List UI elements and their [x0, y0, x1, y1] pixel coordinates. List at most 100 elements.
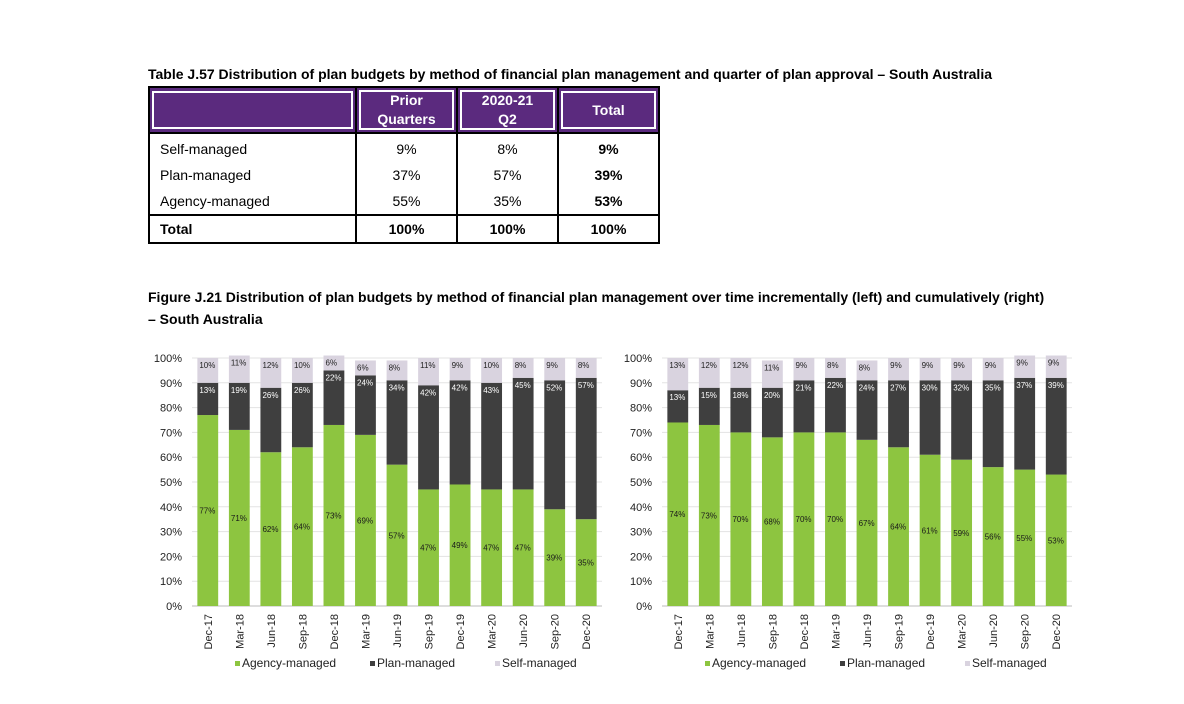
cumulative-data-label: 32%: [953, 383, 969, 392]
cell-q2: 57%: [456, 162, 559, 188]
incremental-bar-agency-managed: [355, 434, 376, 606]
cumulative-xtick-label: Jun-19: [862, 614, 874, 648]
incremental-data-label: 35%: [578, 559, 594, 568]
cumulative-chart: 0% 10% 20% 30% 40% 50% 60% 70% 80% 90% 100% 74% 13% 1…: [624, 353, 1072, 670]
cell-q2: 35%: [456, 188, 559, 215]
cumulative-data-label: 35%: [985, 383, 1001, 392]
incremental-xtick-label: Jun-18: [266, 614, 278, 648]
cumulative-data-label: 9%: [1016, 359, 1028, 368]
cumulative-data-label: 22%: [827, 381, 843, 390]
incremental-data-label: 10%: [294, 361, 310, 370]
incremental-bar-agency-managed: [481, 489, 503, 606]
incremental-xtick-label: Dec-20: [581, 614, 593, 649]
cell-total: 39%: [557, 162, 660, 188]
incremental-bar-self-managed: [197, 358, 219, 383]
incremental-data-label: 69%: [357, 516, 373, 525]
incremental-data-label: 77%: [199, 507, 215, 516]
incremental-data-label: 34%: [389, 383, 405, 392]
table-title: Table J.57 Distribution of plan budgets …: [148, 66, 992, 82]
cumulative-ytick-label: 100%: [624, 353, 652, 365]
table-row: Self-managed 9% 8% 9%: [148, 133, 660, 162]
incremental-xtick-label: Jun-20: [518, 614, 530, 648]
cumulative-legend-swatch: [965, 661, 970, 666]
cumulative-ytick-label: 80%: [630, 403, 652, 415]
incremental-bar-self-managed: [544, 358, 566, 381]
cumulative-xtick-label: Sep-19: [894, 614, 906, 649]
cumulative-bar-plan-managed: [856, 380, 878, 440]
cumulative-data-label: 55%: [1016, 534, 1032, 543]
cumulative-data-label: 59%: [953, 529, 969, 538]
cumulative-data-label: 13%: [669, 361, 685, 370]
incremental-xtick-label: Sep-20: [550, 614, 562, 649]
incremental-data-label: 19%: [231, 386, 247, 395]
header-prior-line2: Quarters: [377, 111, 436, 127]
cell-total: 9%: [557, 133, 660, 162]
incremental-bar-self-managed: [291, 358, 313, 383]
incremental-data-label: 6%: [326, 359, 338, 368]
incremental-bar-plan-managed: [228, 382, 250, 430]
cumulative-xtick-label: Sep-20: [1020, 614, 1032, 649]
cumulative-bar-self-managed: [667, 358, 689, 391]
incremental-bar-plan-managed: [481, 382, 503, 490]
incremental-data-label: 8%: [389, 363, 401, 372]
incremental-data-label: 11%: [420, 361, 435, 370]
cumulative-legend-swatch: [840, 661, 845, 666]
incremental-bar-agency-managed: [197, 415, 219, 606]
cumulative-ytick-label: 90%: [630, 378, 652, 390]
incremental-data-label: 71%: [231, 514, 247, 523]
header-q2-line1: 2020-21: [481, 92, 534, 108]
table-total-row: Total 100% 100% 100%: [148, 214, 660, 244]
cumulative-xtick-label: Sep-18: [767, 614, 779, 649]
incremental-legend-swatch: [495, 661, 500, 666]
incremental-data-label: 52%: [546, 383, 562, 392]
incremental-bar-plan-managed: [355, 375, 376, 435]
cumulative-ytick-label: 0%: [636, 601, 652, 613]
incremental-ytick-label: 0%: [166, 601, 182, 613]
cumulative-data-label: 37%: [1016, 381, 1032, 390]
cumulative-legend-label: Agency-managed: [712, 656, 806, 670]
cumulative-data-label: 9%: [985, 361, 997, 370]
incremental-chart: 0% 10% 20% 30% 40% 50% 60% 70% 80% 90% 100% 77% 13% 1…: [154, 353, 602, 670]
cumulative-data-label: 20%: [764, 391, 780, 400]
table-header-row: Prior Quarters 2020-21 Q2 Total: [148, 86, 660, 134]
cumulative-bar-agency-managed: [888, 447, 909, 606]
incremental-data-label: 10%: [483, 361, 499, 370]
cumulative-bar-self-managed: [919, 358, 941, 381]
incremental-bar-plan-managed: [418, 385, 439, 490]
cumulative-bar-agency-managed: [1014, 469, 1036, 606]
total-total: 100%: [557, 214, 660, 244]
cumulative-bar-agency-managed: [730, 432, 752, 606]
cumulative-ytick-label: 30%: [630, 527, 652, 539]
cumulative-data-label: 39%: [1048, 381, 1064, 390]
cumulative-ytick-label: 10%: [630, 576, 652, 588]
incremental-xtick-label: Dec-18: [329, 614, 341, 649]
cumulative-data-label: 70%: [827, 515, 843, 524]
cumulative-data-label: 56%: [985, 533, 1001, 542]
cumulative-data-label: 18%: [732, 391, 748, 400]
cumulative-data-label: 8%: [827, 361, 839, 370]
cumulative-data-label: 13%: [669, 393, 685, 402]
cumulative-bar-plan-managed: [951, 380, 973, 460]
cumulative-data-label: 70%: [796, 515, 812, 524]
cumulative-bar-agency-managed: [825, 432, 846, 606]
incremental-bar-self-managed: [575, 358, 597, 378]
cumulative-bar-plan-managed: [1045, 377, 1067, 475]
cumulative-bar-agency-managed: [1045, 474, 1067, 606]
incremental-bar-plan-managed: [544, 380, 566, 510]
cumulative-bar-agency-managed: [793, 432, 815, 606]
header-blank: [148, 86, 357, 134]
incremental-data-label: 26%: [262, 391, 278, 400]
cumulative-data-label: 67%: [859, 519, 875, 528]
table-row: Plan-managed 37% 57% 39%: [148, 162, 660, 188]
incremental-data-label: 12%: [262, 361, 278, 370]
cumulative-bar-plan-managed: [825, 377, 846, 433]
cumulative-data-label: 12%: [701, 361, 717, 370]
incremental-bar-self-managed: [228, 355, 250, 383]
incremental-legend-swatch: [235, 661, 240, 666]
cumulative-bar-self-managed: [856, 360, 878, 381]
incremental-data-label: 57%: [389, 531, 405, 540]
incremental-data-label: 24%: [357, 378, 373, 387]
cumulative-bar-self-managed: [730, 358, 752, 388]
incremental-ytick-label: 60%: [160, 452, 182, 464]
incremental-bar-self-managed: [260, 358, 282, 388]
